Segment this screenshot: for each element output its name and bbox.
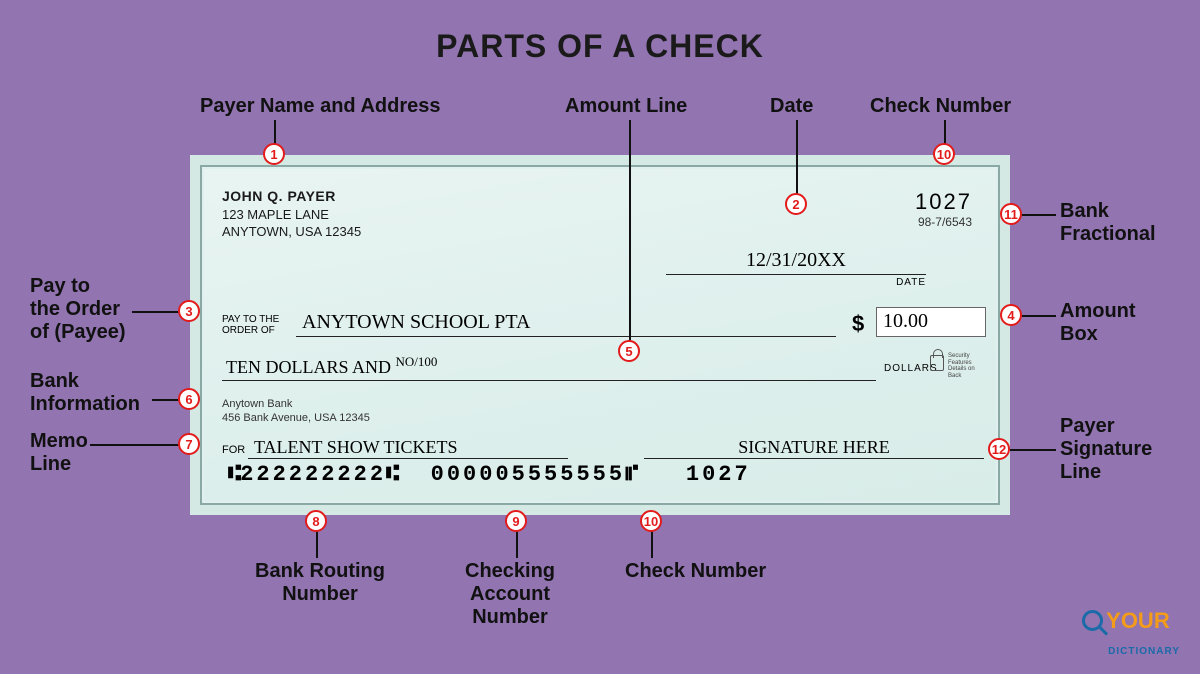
dollar-sign: $ xyxy=(852,311,864,337)
amount-words: TEN DOLLARS AND NO/100 xyxy=(222,354,876,381)
payer-name: JOHN Q. PAYER xyxy=(222,187,361,206)
micr-account: 000005555555 xyxy=(431,462,625,487)
marker-11: 11 xyxy=(1000,203,1022,225)
marker-6: 6 xyxy=(178,388,200,410)
line-4 xyxy=(1022,315,1056,317)
marker-1: 1 xyxy=(263,143,285,165)
line-10b xyxy=(651,532,653,558)
micr-routing: 222222222 xyxy=(240,462,386,487)
line-3 xyxy=(132,311,179,313)
callout-10t-label: Check Number xyxy=(870,95,1011,118)
payto-label: PAY TO THEORDER OF xyxy=(222,314,279,336)
magnifier-icon xyxy=(1082,610,1104,632)
line-10t xyxy=(944,120,946,144)
marker-7: 7 xyxy=(178,433,200,455)
callout-6-label: BankInformation xyxy=(30,370,140,416)
marker-4: 4 xyxy=(1000,304,1022,326)
callout-11-label: BankFractional xyxy=(1060,200,1156,246)
amount-words-frac: NO/100 xyxy=(396,354,438,369)
check-inner: JOHN Q. PAYER 123 MAPLE LANE ANYTOWN, US… xyxy=(204,169,996,501)
page-title: PARTS OF A CHECK xyxy=(0,28,1200,65)
lock-icon xyxy=(930,355,944,371)
marker-2: 2 xyxy=(785,193,807,215)
callout-3-label: Pay tothe Orderof (Payee) xyxy=(30,275,126,344)
marker-12: 12 xyxy=(988,438,1010,460)
memo-value: TALENT SHOW TICKETS xyxy=(248,437,568,459)
callout-8-label: Bank RoutingNumber xyxy=(255,560,385,606)
logo: YOUR DICTIONARY xyxy=(1082,608,1180,660)
line-6 xyxy=(152,399,179,401)
callout-1-label: Payer Name and Address xyxy=(200,95,440,118)
marker-8: 8 xyxy=(305,510,327,532)
bank-name: Anytown Bank xyxy=(222,397,370,411)
date-label: DATE xyxy=(896,277,926,288)
check-graphic: JOHN Q. PAYER 123 MAPLE LANE ANYTOWN, US… xyxy=(190,155,1010,515)
bank-info: Anytown Bank 456 Bank Avenue, USA 12345 xyxy=(222,397,370,426)
memo-label: FOR xyxy=(222,444,245,456)
marker-5: 5 xyxy=(618,340,640,362)
micr-line: ⑆222222222⑆ 000005555555⑈ 1027 xyxy=(228,462,751,487)
micr-checkno: 1027 xyxy=(686,462,751,487)
check-number-top: 1027 xyxy=(915,189,972,215)
callout-5-label: Amount Line xyxy=(565,95,687,118)
payer-addr1: 123 MAPLE LANE xyxy=(222,206,361,224)
callout-2t-label: Date xyxy=(770,95,813,118)
callout-12-label: PayerSignatureLine xyxy=(1060,415,1152,484)
callout-9-label: CheckingAccountNumber xyxy=(465,560,555,629)
line-12 xyxy=(1010,449,1056,451)
bank-fractional: 98-7/6543 xyxy=(918,215,972,229)
marker-9: 9 xyxy=(505,510,527,532)
marker-3: 3 xyxy=(178,300,200,322)
payer-block: JOHN Q. PAYER 123 MAPLE LANE ANYTOWN, US… xyxy=(222,187,361,241)
payer-addr2: ANYTOWN, USA 12345 xyxy=(222,223,361,241)
logo-dict: DICTIONARY xyxy=(1108,646,1180,657)
callout-4-label: AmountBox xyxy=(1060,300,1136,346)
marker-10b: 10 xyxy=(640,510,662,532)
callout-7-label: MemoLine xyxy=(30,430,88,476)
amount-box: 10.00 xyxy=(876,307,986,337)
logo-your: YOUR xyxy=(1106,608,1170,633)
line-11 xyxy=(1022,214,1056,216)
line-8 xyxy=(316,532,318,558)
line-7 xyxy=(90,444,179,446)
security-text: SecurityFeaturesDetails onBack xyxy=(948,353,986,379)
line-2 xyxy=(796,120,798,194)
marker-10t: 10 xyxy=(933,143,955,165)
date-value: 12/31/20XX xyxy=(666,249,926,275)
signature-value: SIGNATURE HERE xyxy=(644,437,984,459)
payee-value: ANYTOWN SCHOOL PTA xyxy=(296,311,836,337)
amount-words-pre: TEN DOLLARS AND xyxy=(226,357,396,377)
line-5 xyxy=(629,120,631,341)
line-1 xyxy=(274,120,276,144)
bank-addr: 456 Bank Avenue, USA 12345 xyxy=(222,411,370,425)
callout-10b-label: Check Number xyxy=(625,560,766,583)
line-9 xyxy=(516,532,518,558)
